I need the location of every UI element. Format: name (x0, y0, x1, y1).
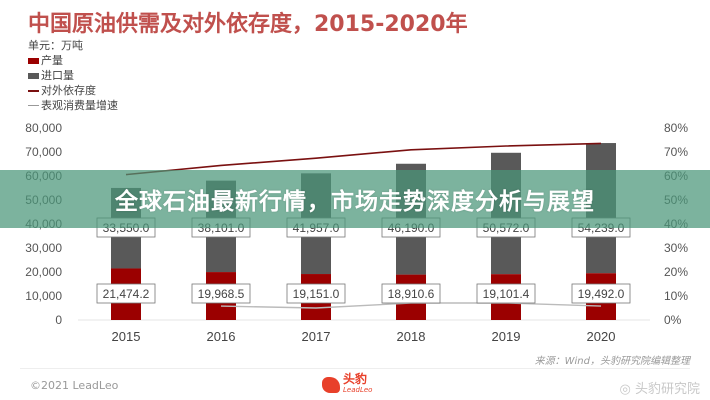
label-box (191, 283, 251, 304)
logo-cn: 头豹 (343, 372, 368, 386)
dependency-line (125, 142, 602, 176)
x-tick-label: 2015 (112, 329, 141, 344)
production-label: 19,968.5 (198, 287, 245, 301)
label-box (96, 283, 156, 304)
legend-swatch (28, 105, 39, 106)
production-label: 19,101.4 (483, 287, 530, 301)
y-tick-label: 30,000 (25, 241, 62, 255)
source-note: 来源：Wind，头豹研究院编辑整理 (534, 356, 690, 367)
x-axis: 2015 2016 2017 2018 2019 2020 (112, 329, 616, 344)
production-label: 19,151.0 (293, 287, 340, 301)
x-tick-label: 2020 (587, 329, 616, 344)
legend-label: 对外依存度 (41, 84, 96, 97)
y2-tick-label: 0% (664, 313, 682, 327)
label-box (381, 283, 441, 304)
legend-item-consumption-growth: 表观消费量增速 (28, 98, 118, 113)
data-labels: 21,474.233,550.019,968.538,101.019,151.0… (96, 217, 631, 304)
label-box (571, 283, 631, 304)
legend: 产量 进口量 对外依存度 表观消费量增速 (28, 53, 118, 113)
chart-title: 中国原油供需及对外依存度，2015-2020年 (28, 12, 468, 37)
x-tick-label: 2017 (302, 329, 331, 344)
y2-tick-label: 10% (664, 289, 688, 303)
legend-label: 表观消费量增速 (41, 99, 118, 112)
legend-label: 进口量 (41, 69, 74, 82)
legend-item-production: 产量 (28, 53, 118, 68)
legend-swatch (28, 89, 39, 92)
y2-tick-label: 80% (664, 121, 688, 135)
weibo-icon: ◎ (619, 382, 631, 397)
legend-item-dependency: 对外依存度 (28, 83, 118, 98)
x-tick-label: 2019 (492, 329, 521, 344)
y2-tick-label: 20% (664, 265, 688, 279)
leopard-icon (322, 377, 340, 393)
label-box (286, 283, 346, 304)
y-tick-label: 20,000 (25, 265, 62, 279)
y-tick-label: 80,000 (25, 121, 62, 135)
headline-banner: 全球石油最新行情，市场走势深度分析与展望 (0, 170, 710, 228)
legend-swatch (28, 57, 39, 64)
copyright: ©2021 LeadLeo (30, 379, 119, 392)
production-label: 21,474.2 (103, 287, 150, 301)
y2-tick-label: 70% (664, 145, 688, 159)
watermark-text: 头豹研究院 (634, 382, 700, 397)
legend-item-import: 进口量 (28, 68, 118, 83)
production-label: 19,492.0 (578, 287, 625, 301)
leadleo-logo: 头豹 LeadLeo (322, 372, 373, 396)
headline-text: 全球石油最新行情，市场走势深度分析与展望 (115, 189, 595, 215)
x-tick-label: 2018 (397, 329, 426, 344)
legend-label: 产量 (41, 54, 63, 67)
unit-label: 单元：万吨 (28, 39, 83, 52)
legend-swatch (28, 72, 39, 79)
logo-en: LeadLeo (343, 386, 373, 394)
y-tick-label: 70,000 (25, 145, 62, 159)
y-tick-label: 0 (55, 313, 62, 327)
label-box (476, 283, 536, 304)
y2-tick-label: 30% (664, 241, 688, 255)
weibo-watermark: ◎ 头豹研究院 (620, 378, 701, 397)
production-label: 18,910.6 (388, 287, 435, 301)
x-tick-label: 2016 (207, 329, 236, 344)
footer-divider (20, 368, 690, 369)
y-tick-label: 10,000 (25, 289, 62, 303)
